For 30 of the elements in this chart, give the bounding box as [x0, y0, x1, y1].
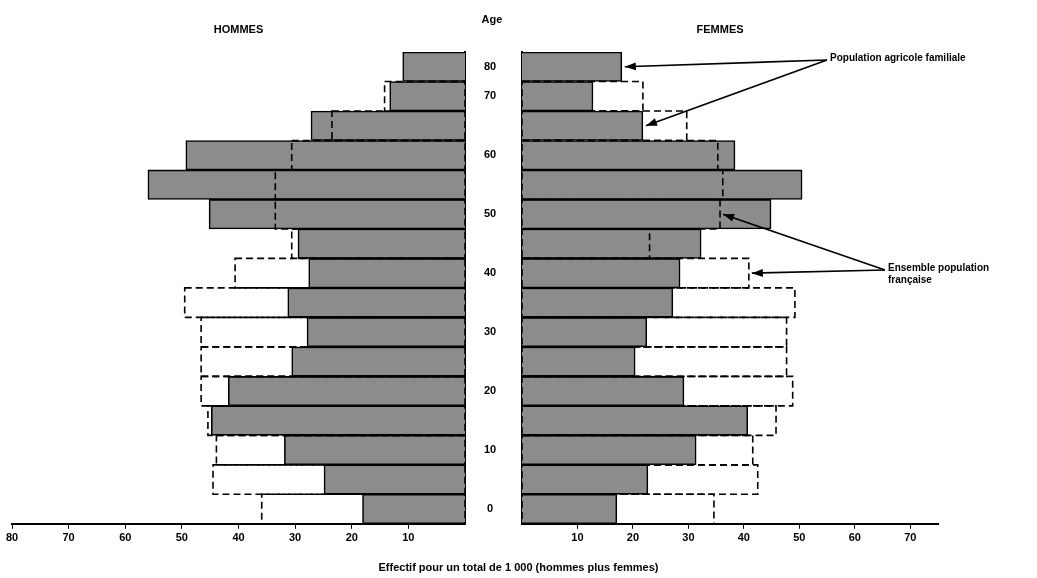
y-tick-label: 30: [483, 325, 497, 338]
x-tick-label: 50: [175, 531, 188, 544]
text: Population agricole familiale: [830, 52, 967, 64]
y-tick-label: 10: [483, 443, 497, 456]
text: Ensemble population française: [888, 262, 991, 286]
y-tick-label: 20: [483, 384, 497, 397]
x-tick-label: 70: [62, 531, 75, 544]
y-tick-label: 50: [483, 207, 497, 220]
y-tick-label: 60: [483, 148, 497, 161]
x-tick-label: 30: [289, 531, 302, 544]
x-tick-label: 70: [904, 531, 917, 544]
x-tick-label: 20: [626, 531, 640, 544]
x-tick-label: 30: [682, 531, 695, 544]
chart-title: HOMMES: [213, 23, 264, 35]
x-tick-label: 60: [119, 531, 132, 544]
x-tick-label: 80: [5, 531, 19, 544]
y-tick-label: 70: [483, 89, 497, 102]
y-tick-label: 0: [486, 502, 494, 515]
x-tick-label: 40: [737, 531, 750, 544]
x-tick-label: 10: [571, 531, 584, 544]
x-tick-label: 10: [402, 531, 415, 544]
x-tick-label: 40: [232, 531, 245, 544]
x-tick-label: 60: [848, 531, 861, 544]
y-tick-label: 80: [483, 59, 497, 72]
y-axis-title: Age: [481, 13, 503, 26]
chart-title: FEMMES: [696, 23, 744, 35]
x-axis-title: Effectif pour un total de 1 000 (hommes plus femmes): [377, 561, 660, 573]
y-tick-label: 40: [483, 266, 497, 279]
x-tick-label: 50: [793, 531, 806, 544]
x-tick-label: 20: [345, 531, 358, 544]
